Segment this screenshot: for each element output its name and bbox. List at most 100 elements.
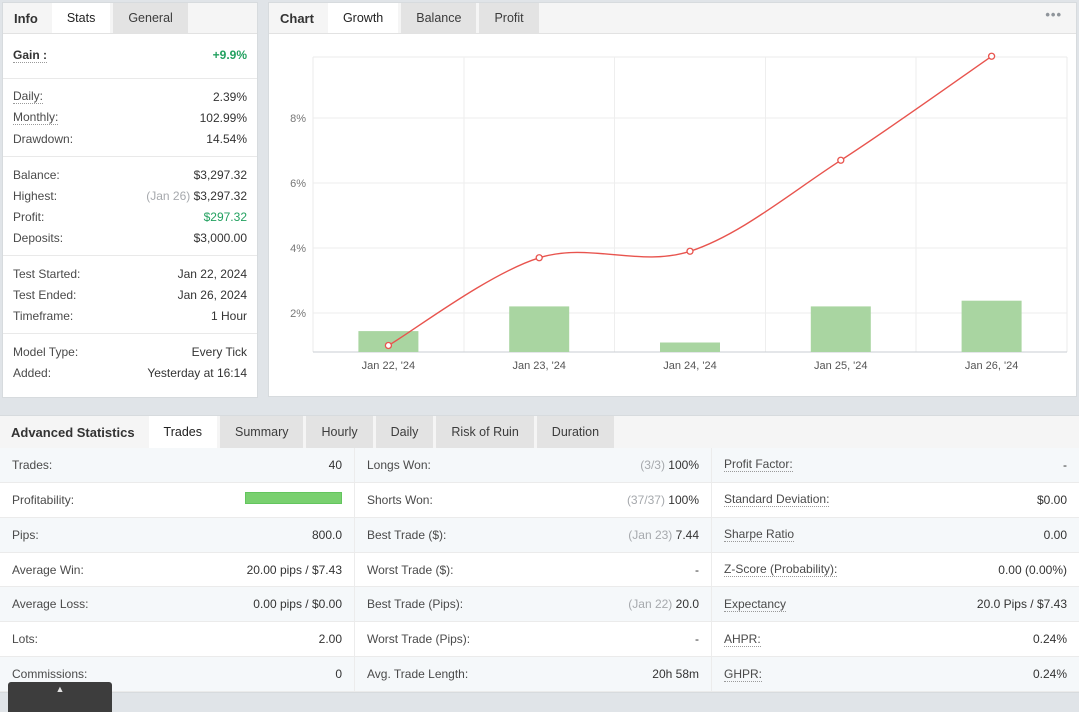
- daily-gain-bars: [358, 300, 1022, 352]
- svg-text:Jan 25, '24: Jan 25, '24: [814, 360, 867, 372]
- stats-table: Trades: 40 Longs Won: (3/3) 100% Profit Fact…: [0, 448, 1079, 693]
- stat-value: (3/3) 100%: [640, 457, 699, 472]
- stat-value: 0.24%: [1032, 632, 1067, 647]
- stats-table-cell: Longs Won: (3/3) 100%: [355, 448, 712, 482]
- tab-general[interactable]: General: [113, 3, 188, 33]
- info-label[interactable]: Daily:: [13, 89, 44, 104]
- info-row: Daily: 2.39%: [3, 86, 257, 107]
- stat-label[interactable]: Expectancy: [724, 596, 787, 612]
- info-value: Jan 22, 2024: [177, 266, 247, 281]
- info-label[interactable]: Monthly:: [13, 110, 59, 125]
- stats-table-cell: Pips: 800.0: [0, 517, 355, 552]
- stat-value: (Jan 22) 20.0: [628, 597, 699, 612]
- stat-label[interactable]: AHPR:: [724, 631, 761, 647]
- growth-chart-svg: 2% 4% 6% 8% Jan 22, '24 Jan 23, '24 Jan 24, '2…: [290, 52, 1068, 372]
- growth-point: [535, 254, 543, 262]
- daily-gain-bar: [660, 342, 720, 352]
- info-label: Deposits:: [13, 230, 64, 245]
- stat-value: 40: [328, 457, 342, 472]
- info-row: Added: Yesterday at 16:14: [3, 362, 257, 383]
- stats-table-cell: Avg. Trade Length: 20h 58m: [355, 657, 712, 692]
- stat-label[interactable]: Z-Score (Probability):: [724, 562, 838, 577]
- stat-label[interactable]: GHPR:: [724, 666, 763, 682]
- stat-value: 20.00 pips / $7.43: [246, 562, 342, 577]
- stats-table-cell: Best Trade ($): (Jan 23) 7.44: [355, 517, 712, 552]
- stat-value: -: [1063, 457, 1067, 472]
- tab-trades[interactable]: Trades: [148, 416, 217, 448]
- daily-gain-bar: [509, 306, 570, 352]
- stats-table-cell: Expectancy 20.0 Pips / $7.43: [712, 587, 1079, 621]
- tab-balance[interactable]: Balance: [401, 3, 477, 33]
- daily-gain-bar: [810, 306, 871, 352]
- info-label: Drawdown:: [13, 131, 74, 146]
- info-row: Deposits: $3,000.00: [3, 227, 257, 248]
- chart-y-labels: 2% 4% 6% 8%: [290, 113, 306, 320]
- chart-panel: Chart Growth Balance Profit ••• 2% 4% 6% 8%…: [268, 2, 1077, 397]
- scroll-top-button[interactable]: ▲: [8, 682, 112, 712]
- info-group: Model Type: Every Tick Added: Yesterday at …: [3, 334, 257, 390]
- info-value: 2.39%: [212, 89, 247, 104]
- stats-table-cell: Average Win: 20.00 pips / $7.43: [0, 552, 355, 587]
- info-row: Highest: (Jan 26) $3,297.32: [3, 185, 257, 206]
- info-value: $3,000.00: [193, 230, 247, 245]
- arrow-up-icon: ▲: [55, 684, 65, 694]
- info-row: Profit: $297.32: [3, 206, 257, 227]
- info-value: Yesterday at 16:14: [147, 365, 247, 380]
- svg-text:8%: 8%: [290, 113, 306, 125]
- tab-duration[interactable]: Duration: [536, 416, 615, 448]
- daily-gain-bar: [961, 300, 1022, 352]
- stat-value: 0.24%: [1032, 667, 1067, 682]
- info-label: Test Ended:: [13, 287, 77, 302]
- tab-growth[interactable]: Growth: [327, 3, 399, 33]
- chart-tabbar: Chart Growth Balance Profit •••: [269, 3, 1076, 34]
- info-label[interactable]: Gain :: [13, 47, 48, 63]
- svg-text:Jan 23, '24: Jan 23, '24: [512, 360, 565, 372]
- tab-summary[interactable]: Summary: [220, 416, 304, 448]
- info-section-label: Info: [14, 10, 38, 26]
- stats-table-cell: Lots: 2.00: [0, 622, 355, 657]
- info-panel: Info Stats General Gain : +9.9% Daily: 2.39…: [2, 2, 258, 398]
- growth-chart[interactable]: 2% 4% 6% 8% Jan 22, '24 Jan 23, '24 Jan 24, '2…: [269, 34, 1076, 397]
- stats-table-cell: GHPR: 0.24%: [712, 657, 1079, 691]
- tab-profit[interactable]: Profit: [479, 3, 539, 33]
- stats-table-cell: Trades: 40: [0, 448, 355, 482]
- stats-table-cell: Sharpe Ratio 0.00: [712, 518, 1079, 552]
- stats-table-row: Profitability: Shorts Won: (37/37) 100% Sta…: [0, 482, 1079, 518]
- info-row: Drawdown: 14.54%: [3, 128, 257, 149]
- info-label: Highest:: [13, 188, 58, 203]
- stat-value: $0.00: [1036, 492, 1067, 507]
- stats-table-row: Trades: 40 Longs Won: (3/3) 100% Profit Fact…: [0, 448, 1079, 483]
- advanced-statistics-panel: Advanced Statistics Trades Summary Hourl…: [0, 415, 1079, 693]
- tab-daily[interactable]: Daily: [375, 416, 434, 448]
- info-value: (Jan 26) $3,297.32: [146, 188, 247, 203]
- tab-hourly[interactable]: Hourly: [306, 416, 373, 448]
- info-value: 14.54%: [206, 131, 247, 146]
- growth-line-markers: [384, 52, 996, 350]
- info-value: $297.32: [203, 209, 247, 224]
- stat-label[interactable]: Profit Factor:: [724, 457, 793, 473]
- stats-table-cell: Best Trade (Pips): (Jan 22) 20.0: [355, 587, 712, 622]
- stat-value: -: [695, 632, 699, 647]
- stat-value: 0.00 pips / $0.00: [253, 597, 342, 612]
- info-label: Profit:: [13, 209, 45, 224]
- stats-table-cell: Standard Deviation: $0.00: [712, 483, 1079, 517]
- stat-label[interactable]: Sharpe Ratio: [724, 527, 795, 543]
- stat-value: [245, 492, 342, 507]
- stat-value: 20.0 Pips / $7.43: [976, 597, 1067, 612]
- stat-value: 0: [335, 667, 342, 682]
- chart-x-labels: Jan 22, '24 Jan 23, '24 Jan 24, '24 Jan 25,…: [362, 360, 1019, 372]
- stat-label: Lots:: [12, 632, 39, 647]
- growth-point: [686, 247, 694, 255]
- tab-stats[interactable]: Stats: [51, 3, 111, 33]
- stat-value: 0.00: [1043, 527, 1067, 542]
- stat-value: 0.00 (0.00%): [998, 562, 1067, 577]
- profitability-bar: [245, 492, 342, 505]
- stat-value: (37/37) 100%: [626, 492, 699, 507]
- tab-risk-of-ruin[interactable]: Risk of Ruin: [436, 416, 534, 448]
- stat-label: Avg. Trade Length:: [367, 667, 469, 682]
- info-row: Test Started: Jan 22, 2024: [3, 263, 257, 284]
- stat-label[interactable]: Standard Deviation:: [724, 492, 830, 508]
- chart-menu-icon[interactable]: •••: [1045, 7, 1062, 22]
- stats-table-row: Commissions: 0 Avg. Trade Length: 20h 58m GH…: [0, 657, 1079, 693]
- growth-point: [384, 341, 393, 350]
